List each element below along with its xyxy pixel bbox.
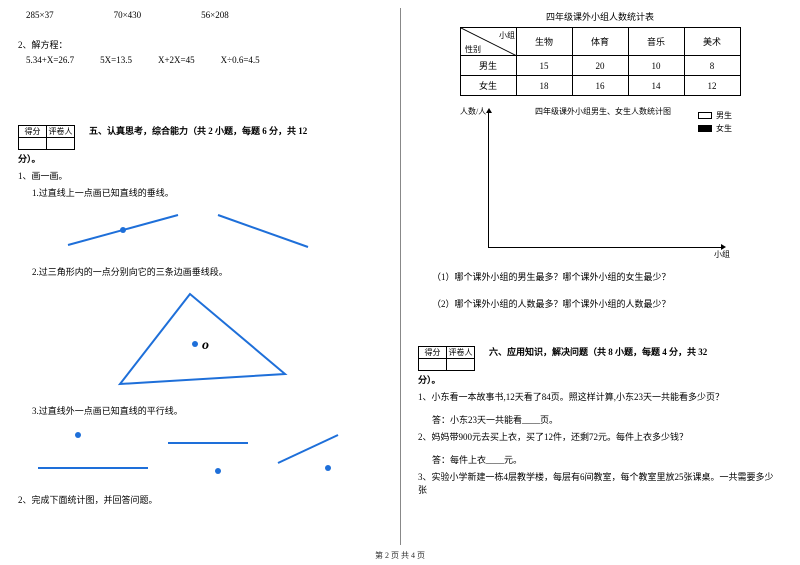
- score-label: 得分: [419, 347, 447, 359]
- score-box: 得分评卷人 五、认真思考，综合能力（共 2 小题，每题 6 分，共 12: [18, 125, 382, 150]
- q1-1: 1.过直线上一点画已知直线的垂线。: [18, 186, 382, 199]
- grader-label: 评卷人: [447, 347, 475, 359]
- cell: 12: [684, 76, 740, 96]
- expr: X+2X=45: [158, 55, 195, 65]
- expression-row-2: 5.34+X=26.7 5X=13.5 X+2X=45 X÷0.6=4.5: [18, 55, 382, 65]
- page-footer: 第 2 页 共 4 页: [0, 550, 800, 561]
- section-6-title: 六、应用知识，解决问题（共 8 小题，每题 4 分，共 32: [489, 346, 782, 359]
- stats-table: 小组 性别 生物 体育 音乐 美术 男生 15 20 10 8 女生 18 16…: [460, 27, 741, 96]
- grader-label: 评卷人: [47, 126, 75, 138]
- parallel-svg: [18, 423, 358, 483]
- cell: 10: [628, 56, 684, 76]
- score-box-2: 得分评卷人 六、应用知识，解决问题（共 8 小题，每题 4 分，共 32: [418, 346, 782, 371]
- right-column: 四年级课外小组人数统计表 小组 性别 生物 体育 音乐 美术 男生 15 20 …: [400, 0, 800, 565]
- q1-3: 3.过直线外一点画已知直线的平行线。: [18, 404, 382, 417]
- section-6-title-b: 分）。: [418, 373, 782, 386]
- legend-box-female: [698, 125, 712, 132]
- cell: 20: [572, 56, 628, 76]
- expression-row-1: 285×37 70×430 56×208: [18, 10, 382, 20]
- x-axis: [488, 247, 722, 248]
- q1-2: 2.过三角形内的一点分别向它的三条边画垂线段。: [18, 265, 382, 278]
- y-axis-label: 人数/人: [460, 106, 486, 117]
- chart-title: 四年级课外小组男生、女生人数统计图: [535, 106, 671, 117]
- y-axis-arrow: [486, 108, 492, 113]
- x-axis-label: 小组: [714, 249, 730, 260]
- corner-top: 小组: [499, 30, 515, 40]
- problem-3: 3、实验小学新建一栋4层教学楼，每层有6间教室，每个教室里放25张课桌。一共需要…: [418, 470, 782, 496]
- score-table: 得分评卷人: [18, 125, 75, 150]
- score-label: 得分: [19, 126, 47, 138]
- sub-q1: （1）哪个课外小组的男生最多？哪个课外小组的女生最少？: [418, 270, 782, 283]
- section-5-title: 五、认真思考，综合能力（共 2 小题，每题 6 分，共 12: [89, 125, 382, 138]
- legend-label: 女生: [716, 123, 732, 134]
- line-with-point-svg: [18, 205, 318, 255]
- triangle-svg: o: [100, 284, 300, 394]
- table-row: 女生 18 16 14 12: [460, 76, 740, 96]
- col-header: 音乐: [628, 28, 684, 56]
- row-label: 男生: [460, 56, 516, 76]
- legend-box-male: [698, 112, 712, 119]
- diagonal-cell: 小组 性别: [461, 28, 517, 56]
- cell: 18: [516, 76, 572, 96]
- left-column: 285×37 70×430 56×208 2、解方程： 5.34+X=26.7 …: [0, 0, 400, 565]
- figure-parallel: [18, 423, 382, 483]
- cell: 8: [684, 56, 740, 76]
- sub-q2: （2）哪个课外小组的人数最多？哪个课外小组的人数最少？: [418, 297, 782, 310]
- cell: 15: [516, 56, 572, 76]
- q1: 1、画一画。: [18, 169, 382, 182]
- q2: 2、完成下面统计图，并回答问题。: [18, 493, 382, 506]
- col-header: 体育: [572, 28, 628, 56]
- figure-perpendicular: [18, 205, 382, 255]
- chart-legend: 男生 女生: [698, 110, 732, 136]
- cell: 14: [628, 76, 684, 96]
- col-header: 生物: [516, 28, 572, 56]
- score-table: 得分评卷人: [418, 346, 475, 371]
- problem-2: 2、妈妈带900元去买上衣，买了12件，还剩72元。每件上衣多少钱？: [418, 430, 782, 443]
- legend-label: 男生: [716, 110, 732, 121]
- y-axis: [488, 112, 489, 248]
- expr: 70×430: [114, 10, 142, 20]
- bar-chart-area: 人数/人 四年级课外小组男生、女生人数统计图 男生 女生 小组: [460, 108, 740, 258]
- corner-bottom: 性别: [465, 44, 481, 54]
- answer-1: 答：小东23天一共能看____页。: [418, 413, 782, 426]
- problem-1: 1、小东看一本故事书,12天看了84页。照这样计算,小东23天一共能看多少页？: [418, 390, 782, 403]
- expr: 5X=13.5: [100, 55, 132, 65]
- expr: 5.34+X=26.7: [26, 55, 74, 65]
- cell: 16: [572, 76, 628, 96]
- point-o-label: o: [202, 338, 209, 353]
- table-title: 四年级课外小组人数统计表: [418, 10, 782, 23]
- expr: 285×37: [26, 10, 54, 20]
- expr: X÷0.6=4.5: [221, 55, 260, 65]
- section-5-title-b: 分）。: [18, 152, 382, 165]
- figure-triangle: o: [18, 284, 382, 394]
- table-row: 男生 15 20 10 8: [460, 56, 740, 76]
- row-label: 女生: [460, 76, 516, 96]
- answer-2: 答：每件上衣____元。: [418, 453, 782, 466]
- expr: 56×208: [201, 10, 229, 20]
- equation-label: 2、解方程：: [18, 38, 382, 51]
- col-header: 美术: [684, 28, 740, 56]
